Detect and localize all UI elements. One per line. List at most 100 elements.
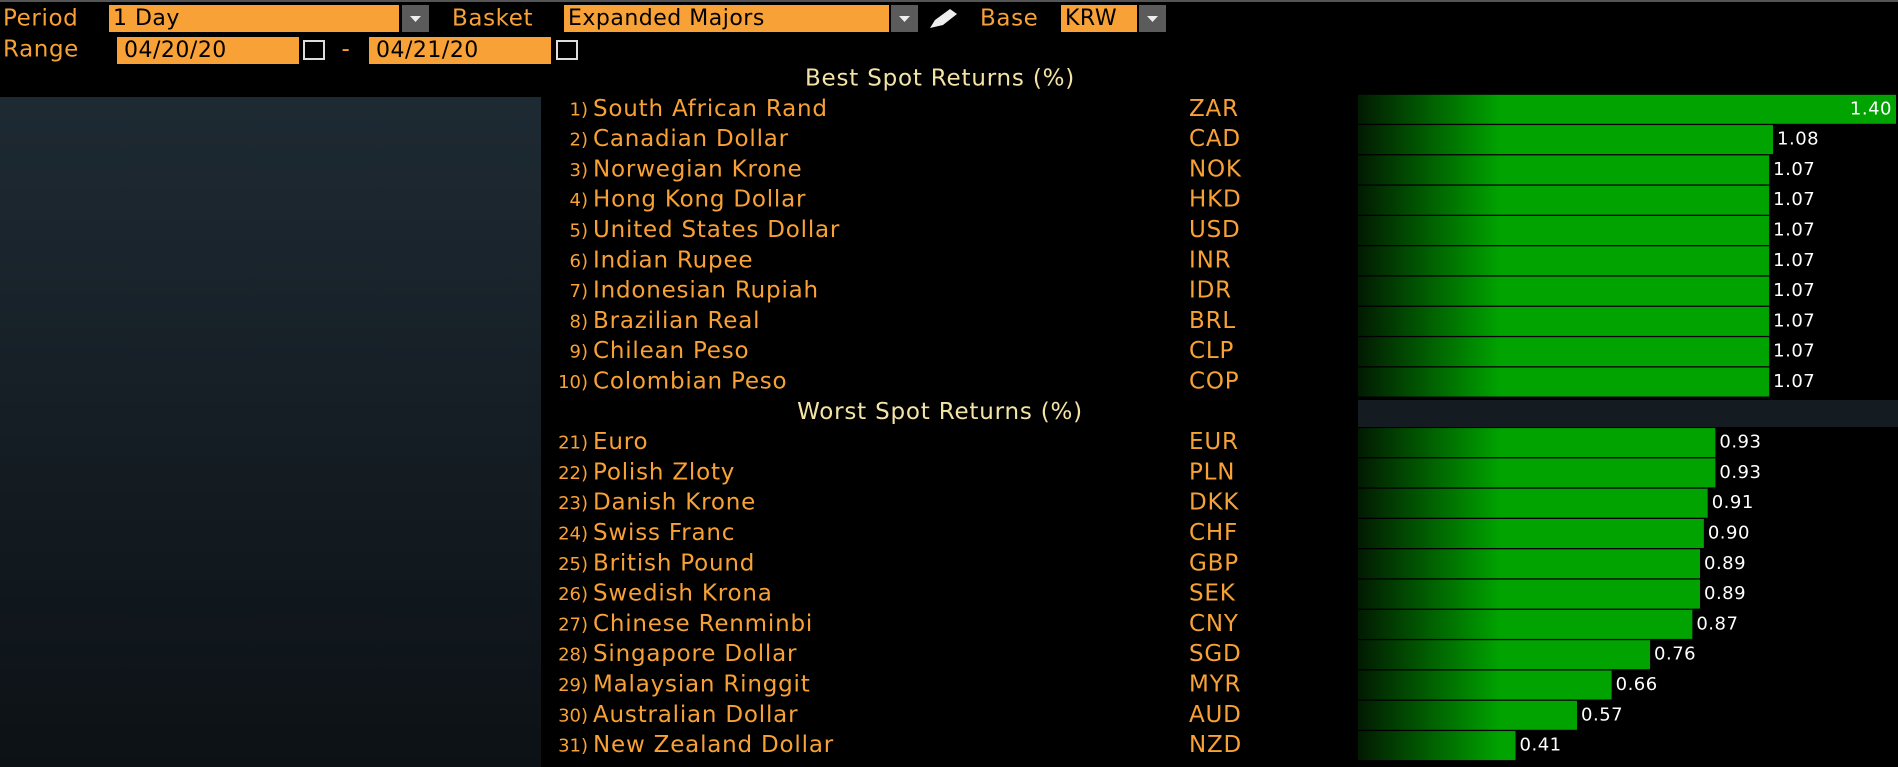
value-label: 0.76 [1654,644,1696,665]
rank: 23) [558,493,588,514]
value-label: 0.93 [1719,432,1761,453]
rank: 9) [570,342,588,363]
bar [1358,609,1693,639]
value-label: 1.07 [1773,250,1815,271]
currency-name: Canadian Dollar [593,126,789,152]
range-separator: - [342,37,351,63]
currency-name: New Zealand Dollar [593,732,834,758]
currency-name: Indian Rupee [593,247,753,273]
value-label: 1.07 [1773,280,1815,301]
bar [1358,458,1716,488]
rank: 24) [558,524,588,545]
currency-code: COP [1189,369,1239,395]
currency-name: Hong Kong Dollar [593,187,806,213]
value-label: 0.91 [1712,492,1754,513]
range-start: 04/20/20 [124,38,227,63]
bar [1358,428,1716,458]
currency-code: SEK [1189,581,1236,607]
base-label: Base [980,6,1038,32]
currency-code: ZAR [1189,96,1239,122]
rank: 26) [558,584,588,605]
rank: 31) [558,736,588,757]
value-label: 1.08 [1777,129,1819,150]
rank: 4) [570,190,588,211]
basket-field[interactable] [564,5,889,32]
currency-code: NZD [1189,732,1242,758]
bar [1358,519,1704,548]
currency-name: Norwegian Krone [593,156,803,182]
value-label: 1.07 [1773,159,1815,180]
value-label: 0.57 [1581,704,1623,725]
period-field[interactable] [109,5,399,32]
value-label: 1.07 [1773,310,1815,331]
currency-name: Euro [593,429,648,455]
currency-code: MYR [1189,672,1241,698]
dropdown-arrow [410,16,421,22]
section-title: Best Spot Returns (%) [805,66,1075,92]
currency-code: INR [1189,247,1231,273]
value-label: 0.66 [1616,674,1658,695]
currency-code: HKD [1189,187,1242,213]
currency-name: Chilean Peso [593,338,749,364]
bar [1358,700,1578,730]
currency-code: CNY [1189,611,1239,637]
currency-code: USD [1189,217,1241,243]
range-end-field[interactable] [369,37,551,64]
value-label: 1.07 [1773,189,1815,210]
currency-name: Chinese Renminbi [593,611,813,637]
base-field[interactable] [1061,5,1137,32]
rank: 6) [570,251,588,272]
rank: 27) [558,614,588,635]
currency-code: GBP [1189,550,1239,576]
base-value: KRW [1065,6,1117,31]
currency-code: EUR [1189,429,1239,455]
value-label: 0.93 [1719,462,1761,483]
basket-value: Expanded Majors [568,6,765,31]
rank: 2) [570,130,588,151]
bar [1358,94,1896,124]
rank: 22) [558,463,588,484]
bar [1358,367,1770,397]
bar [1358,549,1701,579]
currency-name: Danish Krone [593,490,756,516]
currency-name: Malaysian Ringgit [593,672,811,698]
currency-name: Singapore Dollar [593,641,797,667]
currency-code: CLP [1189,338,1234,364]
value-label: 0.90 [1708,523,1750,544]
rank: 8) [570,311,588,332]
currency-name: Australian Dollar [593,702,798,728]
currency-code: SGD [1189,641,1242,667]
currency-code: CHF [1189,520,1238,546]
period-value: 1 Day [113,6,180,31]
bar [1358,640,1651,670]
side-panel [0,97,541,767]
section-divider [1358,400,1898,427]
period-label: Period [3,6,78,32]
currency-code: DKK [1189,490,1239,516]
rank: 1) [570,99,588,120]
range-label: Range [3,37,79,63]
bar [1358,246,1770,276]
range-start-field[interactable] [117,37,299,64]
rank: 7) [570,281,588,302]
value-label: 1.07 [1773,341,1815,362]
calendar-icon[interactable] [303,40,325,60]
calendar-icon[interactable] [556,40,578,60]
bar [1358,670,1612,700]
bar [1358,216,1770,245]
rank: 29) [558,675,588,696]
basket-label: Basket [452,6,533,32]
rank: 28) [558,645,588,666]
currency-code: CAD [1189,126,1241,152]
currency-code: PLN [1189,459,1235,485]
range-end: 04/21/20 [376,38,479,63]
currency-name: Polish Zloty [593,459,735,485]
value-label: 1.40 [1850,98,1892,119]
rank: 21) [558,433,588,454]
bar [1358,155,1770,185]
value-label: 0.87 [1696,613,1738,634]
currency-code: AUD [1189,702,1242,728]
edit-icon[interactable] [930,9,957,28]
currency-name: Swiss Franc [593,520,735,546]
